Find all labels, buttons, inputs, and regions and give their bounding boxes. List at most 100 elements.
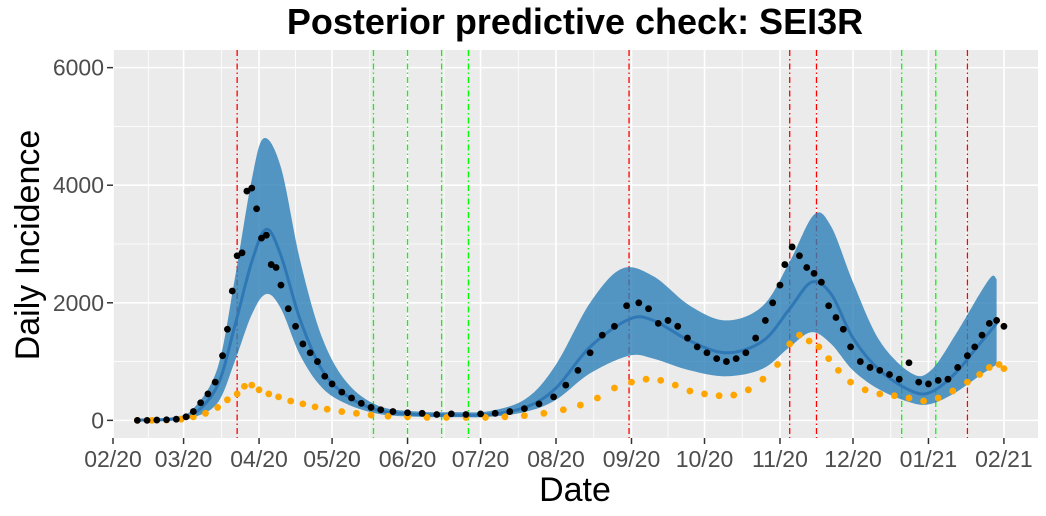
- black-point: [253, 205, 261, 213]
- black-point: [262, 231, 270, 239]
- black-point: [664, 317, 672, 324]
- orange-point: [189, 413, 197, 421]
- black-point: [703, 349, 711, 357]
- orange-point: [920, 397, 927, 405]
- black-point: [314, 358, 321, 365]
- black-point: [477, 410, 484, 418]
- black-point: [306, 349, 314, 357]
- y-axis-title: Daily Incidence: [9, 130, 47, 361]
- black-point: [550, 393, 557, 401]
- black-point: [623, 302, 631, 310]
- black-point: [876, 366, 884, 374]
- y-tick-label: 0: [91, 407, 104, 433]
- black-point: [925, 380, 932, 388]
- y-tick-label: 4000: [53, 172, 104, 198]
- y-tick-label: 6000: [53, 55, 104, 81]
- black-point: [520, 405, 528, 413]
- orange-point: [241, 382, 248, 390]
- black-point: [238, 249, 246, 257]
- orange-point: [233, 390, 241, 398]
- orange-point: [786, 340, 794, 348]
- orange-point: [934, 394, 942, 402]
- orange-point: [876, 390, 884, 398]
- black-point: [462, 411, 470, 418]
- black-point: [204, 390, 212, 398]
- orange-point: [805, 337, 813, 345]
- x-tick-label: 10/20: [676, 446, 734, 472]
- orange-point: [594, 394, 601, 402]
- black-points: [133, 184, 1008, 424]
- chart-title: Posterior predictive check: SEI3R: [287, 1, 863, 42]
- x-tick-label: 04/20: [230, 446, 288, 472]
- black-point: [866, 364, 874, 371]
- black-point: [377, 406, 385, 414]
- black-point: [197, 399, 205, 407]
- black-point: [224, 325, 231, 333]
- orange-point: [686, 387, 694, 395]
- x-tick-label: 02/20: [84, 446, 142, 472]
- orange-point: [576, 401, 584, 409]
- orange-point: [202, 409, 209, 417]
- orange-point: [847, 378, 854, 386]
- y-tick-label: 2000: [53, 290, 104, 316]
- black-point: [723, 358, 730, 365]
- black-point: [243, 187, 251, 195]
- black-point: [277, 281, 285, 289]
- orange-points: [133, 331, 1008, 424]
- orange-point: [759, 375, 767, 383]
- black-point: [228, 287, 236, 295]
- black-point: [586, 349, 594, 357]
- black-point: [684, 334, 691, 342]
- orange-point: [423, 414, 431, 421]
- black-point: [752, 334, 760, 342]
- orange-point: [265, 390, 273, 398]
- black-point: [810, 269, 818, 277]
- orange-point: [384, 412, 392, 420]
- orange-point: [825, 355, 833, 363]
- black-point: [292, 322, 299, 330]
- orange-point: [559, 406, 567, 414]
- black-point: [284, 305, 292, 313]
- black-point: [367, 404, 375, 411]
- orange-point: [255, 386, 263, 394]
- black-point: [713, 355, 721, 363]
- black-point: [272, 264, 280, 271]
- orange-point: [976, 371, 983, 378]
- orange-point: [353, 409, 360, 417]
- orange-point: [367, 411, 375, 419]
- black-point: [847, 343, 854, 351]
- orange-point: [964, 378, 971, 386]
- x-tick-label: 12/20: [824, 446, 882, 472]
- black-point: [267, 261, 275, 268]
- orange-point: [520, 412, 528, 420]
- orange-point: [482, 414, 489, 421]
- black-point: [803, 264, 811, 271]
- orange-point: [995, 361, 1003, 368]
- black-point: [732, 355, 740, 363]
- orange-point: [224, 396, 231, 404]
- x-tick-label: 06/20: [379, 446, 437, 472]
- orange-point: [701, 390, 708, 398]
- black-point: [163, 416, 170, 424]
- orange-point: [890, 392, 898, 400]
- black-point: [535, 400, 543, 408]
- black-point: [189, 408, 197, 415]
- orange-point: [671, 381, 679, 389]
- black-point: [248, 184, 256, 192]
- black-point: [233, 252, 241, 260]
- orange-point: [148, 416, 156, 424]
- black-point: [654, 319, 662, 327]
- orange-point: [861, 386, 869, 394]
- orange-point: [642, 375, 650, 383]
- black-point: [321, 372, 329, 380]
- black-point: [153, 416, 161, 424]
- x-tick-label: 11/20: [752, 446, 808, 472]
- black-point: [825, 302, 833, 310]
- orange-point: [628, 378, 635, 386]
- black-point: [674, 322, 682, 330]
- black-point: [328, 380, 336, 388]
- black-point: [934, 376, 942, 384]
- orange-point: [311, 403, 319, 411]
